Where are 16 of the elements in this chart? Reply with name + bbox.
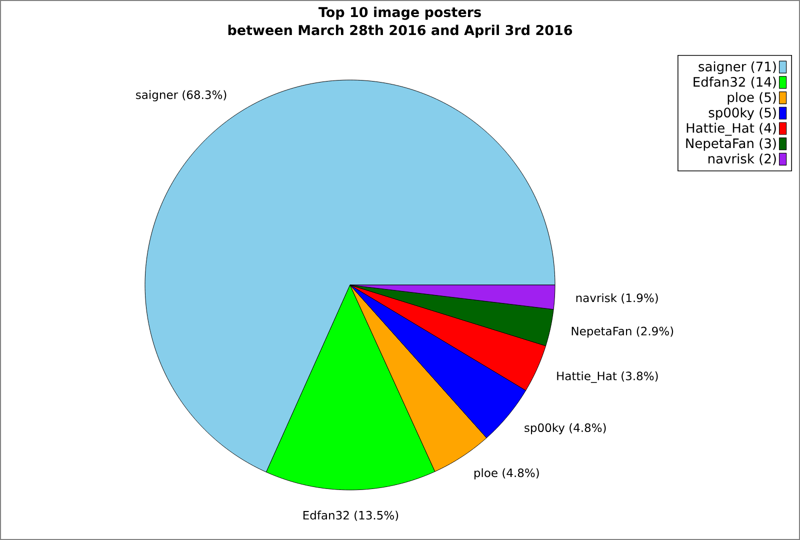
data-label: Hattie_Hat (3.8%) bbox=[557, 371, 658, 383]
data-label: sp00ky (4.8%) bbox=[524, 423, 606, 434]
data-label: saigner (68.3%) bbox=[136, 90, 226, 102]
legend-label: saigner (71) bbox=[698, 61, 776, 74]
data-label: navrisk (1.9%) bbox=[576, 293, 658, 304]
legend-label: NepetaFan (3) bbox=[686, 138, 776, 151]
data-label: NepetaFan (2.9%) bbox=[572, 326, 674, 338]
chart-subtitle: between March 28th 2016 and April 3rd 2016 bbox=[228, 24, 572, 38]
legend-label: navrisk (2) bbox=[708, 154, 776, 166]
legend-label: Hattie_Hat (4) bbox=[686, 122, 776, 136]
data-label: ploe (4.8%) bbox=[474, 468, 539, 480]
legend-label: Edfan32 (14) bbox=[694, 76, 776, 88]
legend-label: sp00ky (5) bbox=[708, 107, 776, 120]
data-label: Edfan32 (13.5%) bbox=[303, 510, 398, 521]
chart-title: Top 10 image posters bbox=[318, 6, 481, 20]
legend-label: ploe (5) bbox=[728, 92, 776, 105]
